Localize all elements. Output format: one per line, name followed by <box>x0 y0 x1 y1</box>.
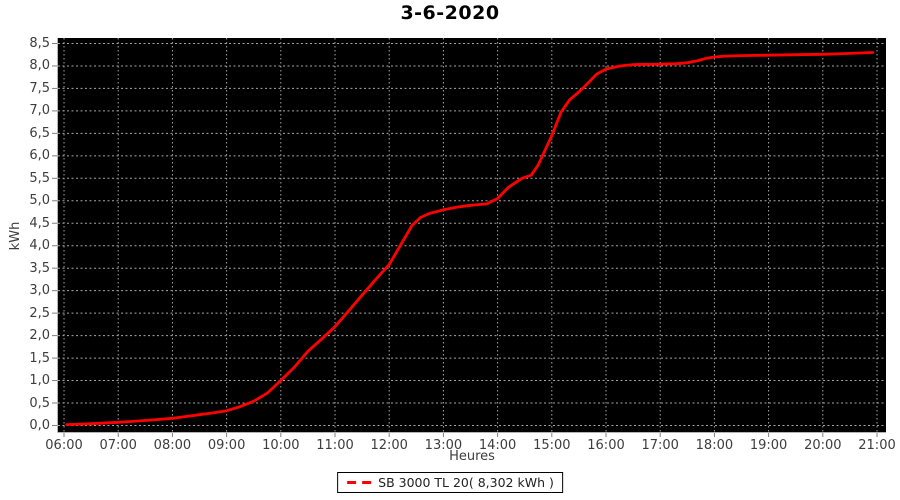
chart-title: 3-6-2020 <box>400 2 500 24</box>
x-tick-label: 08:00 <box>153 438 192 453</box>
y-tick-label: 6,0 <box>29 148 50 164</box>
x-tick-label: 06:00 <box>45 438 83 453</box>
x-tick-label: 19:00 <box>749 438 788 453</box>
x-axis-title: Heures <box>449 449 495 464</box>
x-tick-label: 09:00 <box>207 438 246 453</box>
y-tick-label: 0,5 <box>29 395 50 411</box>
legend-label: SB 3000 TL 20( 8,302 kWh ) <box>378 475 554 490</box>
x-tick-label: 15:00 <box>533 438 571 453</box>
plot-area <box>58 38 886 432</box>
x-tick-label: 18:00 <box>695 438 734 453</box>
y-tick-label: 1,5 <box>29 350 50 366</box>
y-tick-label: 8,0 <box>29 58 50 74</box>
y-tick-label: 3,5 <box>29 260 50 276</box>
x-tick-label: 21:00 <box>858 438 896 453</box>
series-line <box>65 51 875 427</box>
y-tick-label: 7,0 <box>29 103 50 119</box>
y-tick-label: 8,5 <box>29 35 50 51</box>
x-tick-label: 20:00 <box>804 438 842 453</box>
x-tick-label: 14:00 <box>478 438 517 453</box>
x-tick-label: 10:00 <box>262 438 300 453</box>
y-tick-label: 5,0 <box>29 193 50 209</box>
y-tick-label: 5,5 <box>29 170 50 186</box>
grid-lines <box>58 38 886 432</box>
legend-line-swatch-icon <box>347 481 372 484</box>
axis-lines-and-ticks <box>52 38 886 437</box>
y-tick-label: 2,5 <box>29 305 50 321</box>
y-tick-label: 6,5 <box>29 125 50 141</box>
y-tick-label: 2,0 <box>29 328 50 344</box>
x-tick-label: 11:00 <box>316 438 354 453</box>
x-tick-label: 16:00 <box>587 438 625 453</box>
y-tick-label: 3,0 <box>29 283 50 299</box>
y-axis-title: kWh <box>8 221 23 251</box>
legend: SB 3000 TL 20( 8,302 kWh ) <box>337 472 563 493</box>
y-tick-label: 1,0 <box>29 373 50 389</box>
y-tick-label: 4,0 <box>29 238 50 254</box>
x-tick-label: 07:00 <box>99 438 137 453</box>
x-tick-label: 13:00 <box>424 438 463 453</box>
y-tick-label: 4,5 <box>29 215 50 231</box>
x-tick-label: 17:00 <box>641 438 679 453</box>
y-tick-label: 0,0 <box>29 417 50 433</box>
x-tick-label: 12:00 <box>370 438 408 453</box>
y-tick-label: 7,5 <box>29 80 50 96</box>
